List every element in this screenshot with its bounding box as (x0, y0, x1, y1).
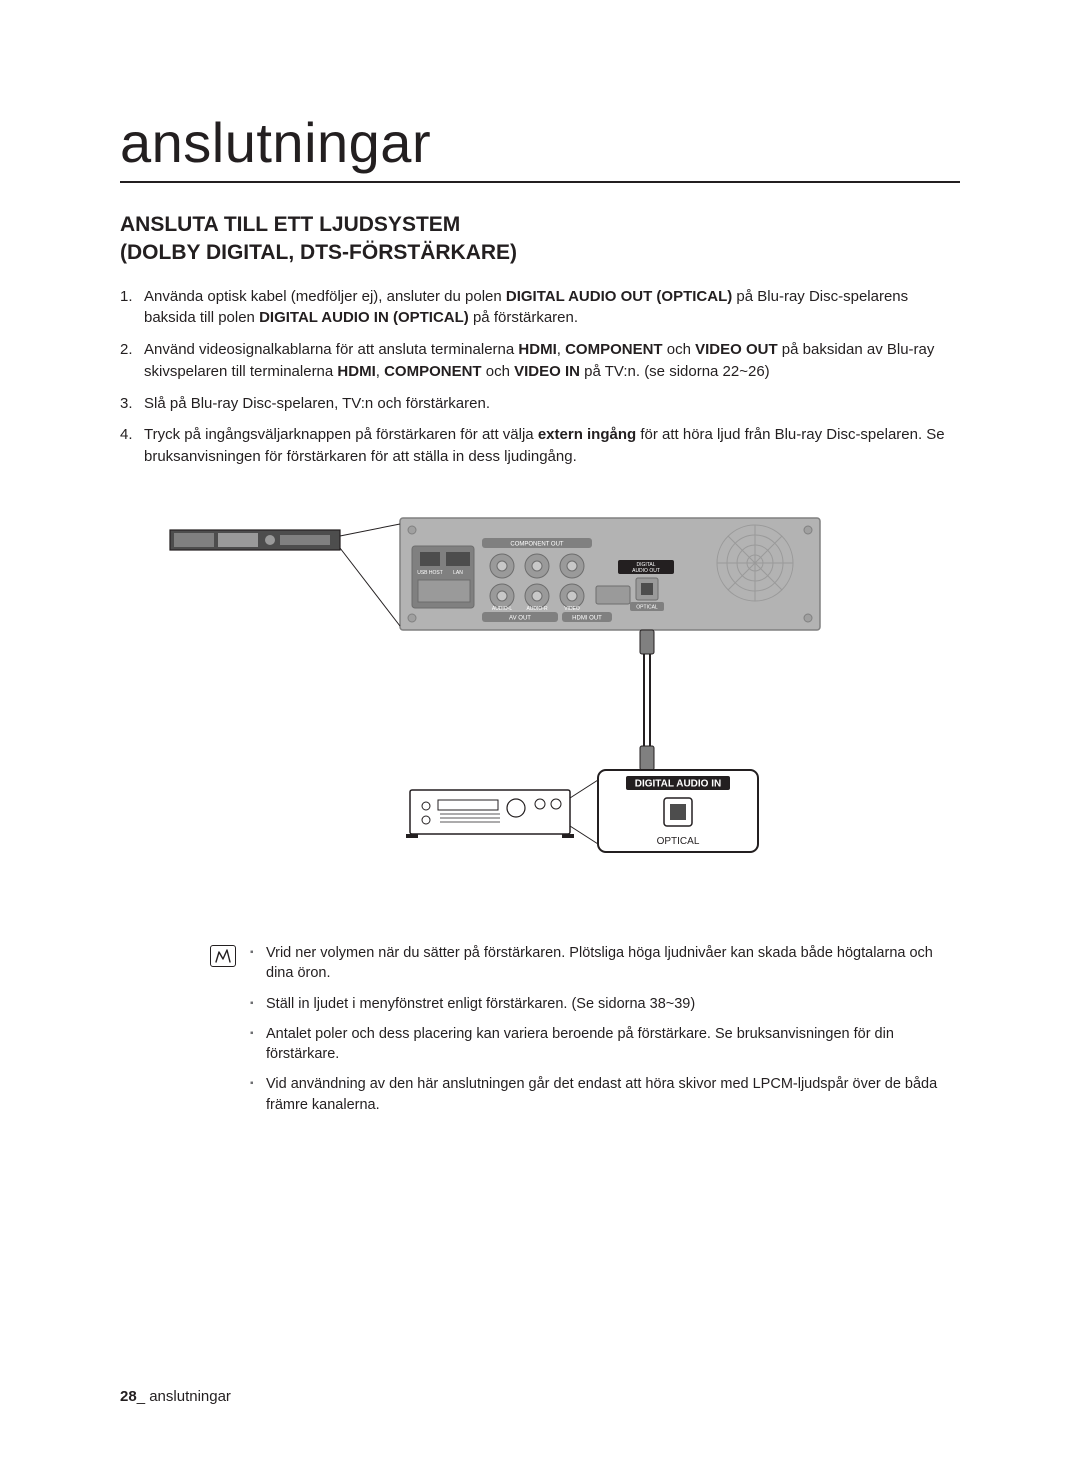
callout-digital-audio-in: DIGITAL AUDIO IN OPTICAL (598, 770, 758, 852)
notes-section: Vrid ner volymen när du sätter på förstä… (120, 943, 960, 1125)
page-number: 28 (120, 1388, 137, 1405)
svg-text:USB HOST: USB HOST (417, 570, 443, 576)
svg-text:HDMI OUT: HDMI OUT (572, 615, 602, 621)
connection-diagram: USB HOST LAN COMPONENT OUT AV OUT AUDIO-… (120, 508, 960, 908)
manual-page: anslutningar ANSLUTA TILL ETT LJUDSYSTEM… (0, 0, 1080, 1477)
note-item: Antalet poler och dess placering kan var… (250, 1024, 960, 1065)
chapter-title: anslutningar (120, 110, 960, 183)
svg-text:OPTICAL: OPTICAL (657, 836, 700, 847)
note-icon (210, 945, 236, 967)
step-2: Använd videosignalkablarna för att anslu… (120, 339, 960, 383)
optical-cable (640, 630, 654, 770)
svg-text:AUDIO-R: AUDIO-R (526, 606, 548, 612)
note-item: Vid användning av den här anslutningen g… (250, 1074, 960, 1115)
section-title: ANSLUTA TILL ETT LJUDSYSTEM (DOLBY DIGIT… (120, 211, 960, 268)
player-front-icon (170, 530, 340, 550)
svg-text:DIGITAL AUDIO IN: DIGITAL AUDIO IN (635, 778, 721, 789)
page-footer: 28_ anslutningar (120, 1388, 231, 1405)
section-title-line2: (DOLBY DIGITAL, DTS-FÖRSTÄRKARE) (120, 241, 517, 264)
svg-text:AUDIO OUT: AUDIO OUT (632, 568, 660, 574)
svg-text:AUDIO-L: AUDIO-L (492, 606, 513, 612)
footer-section: anslutningar (149, 1388, 231, 1405)
amplifier-icon (406, 790, 574, 838)
svg-text:COMPONENT OUT: COMPONENT OUT (510, 541, 564, 547)
step-4: Tryck på ingångsväljarknappen på förstär… (120, 424, 960, 468)
player-rear-panel: USB HOST LAN COMPONENT OUT AV OUT AUDIO-… (400, 518, 820, 630)
svg-text:AV OUT: AV OUT (509, 615, 531, 621)
instruction-list: Använda optisk kabel (medföljer ej), ans… (120, 286, 960, 468)
note-item: Vrid ner volymen när du sätter på förstä… (250, 943, 960, 984)
section-title-line1: ANSLUTA TILL ETT LJUDSYSTEM (120, 213, 460, 236)
note-item: Ställ in ljudet i menyfönstret enligt fö… (250, 994, 960, 1014)
step-3: Slå på Blu-ray Disc-spelaren, TV:n och f… (120, 393, 960, 415)
svg-text:LAN: LAN (453, 570, 463, 576)
step-1: Använda optisk kabel (medföljer ej), ans… (120, 286, 960, 330)
notes-list: Vrid ner volymen när du sätter på förstä… (250, 943, 960, 1125)
svg-text:OPTICAL: OPTICAL (636, 604, 658, 610)
svg-text:VIDEO: VIDEO (564, 606, 580, 612)
